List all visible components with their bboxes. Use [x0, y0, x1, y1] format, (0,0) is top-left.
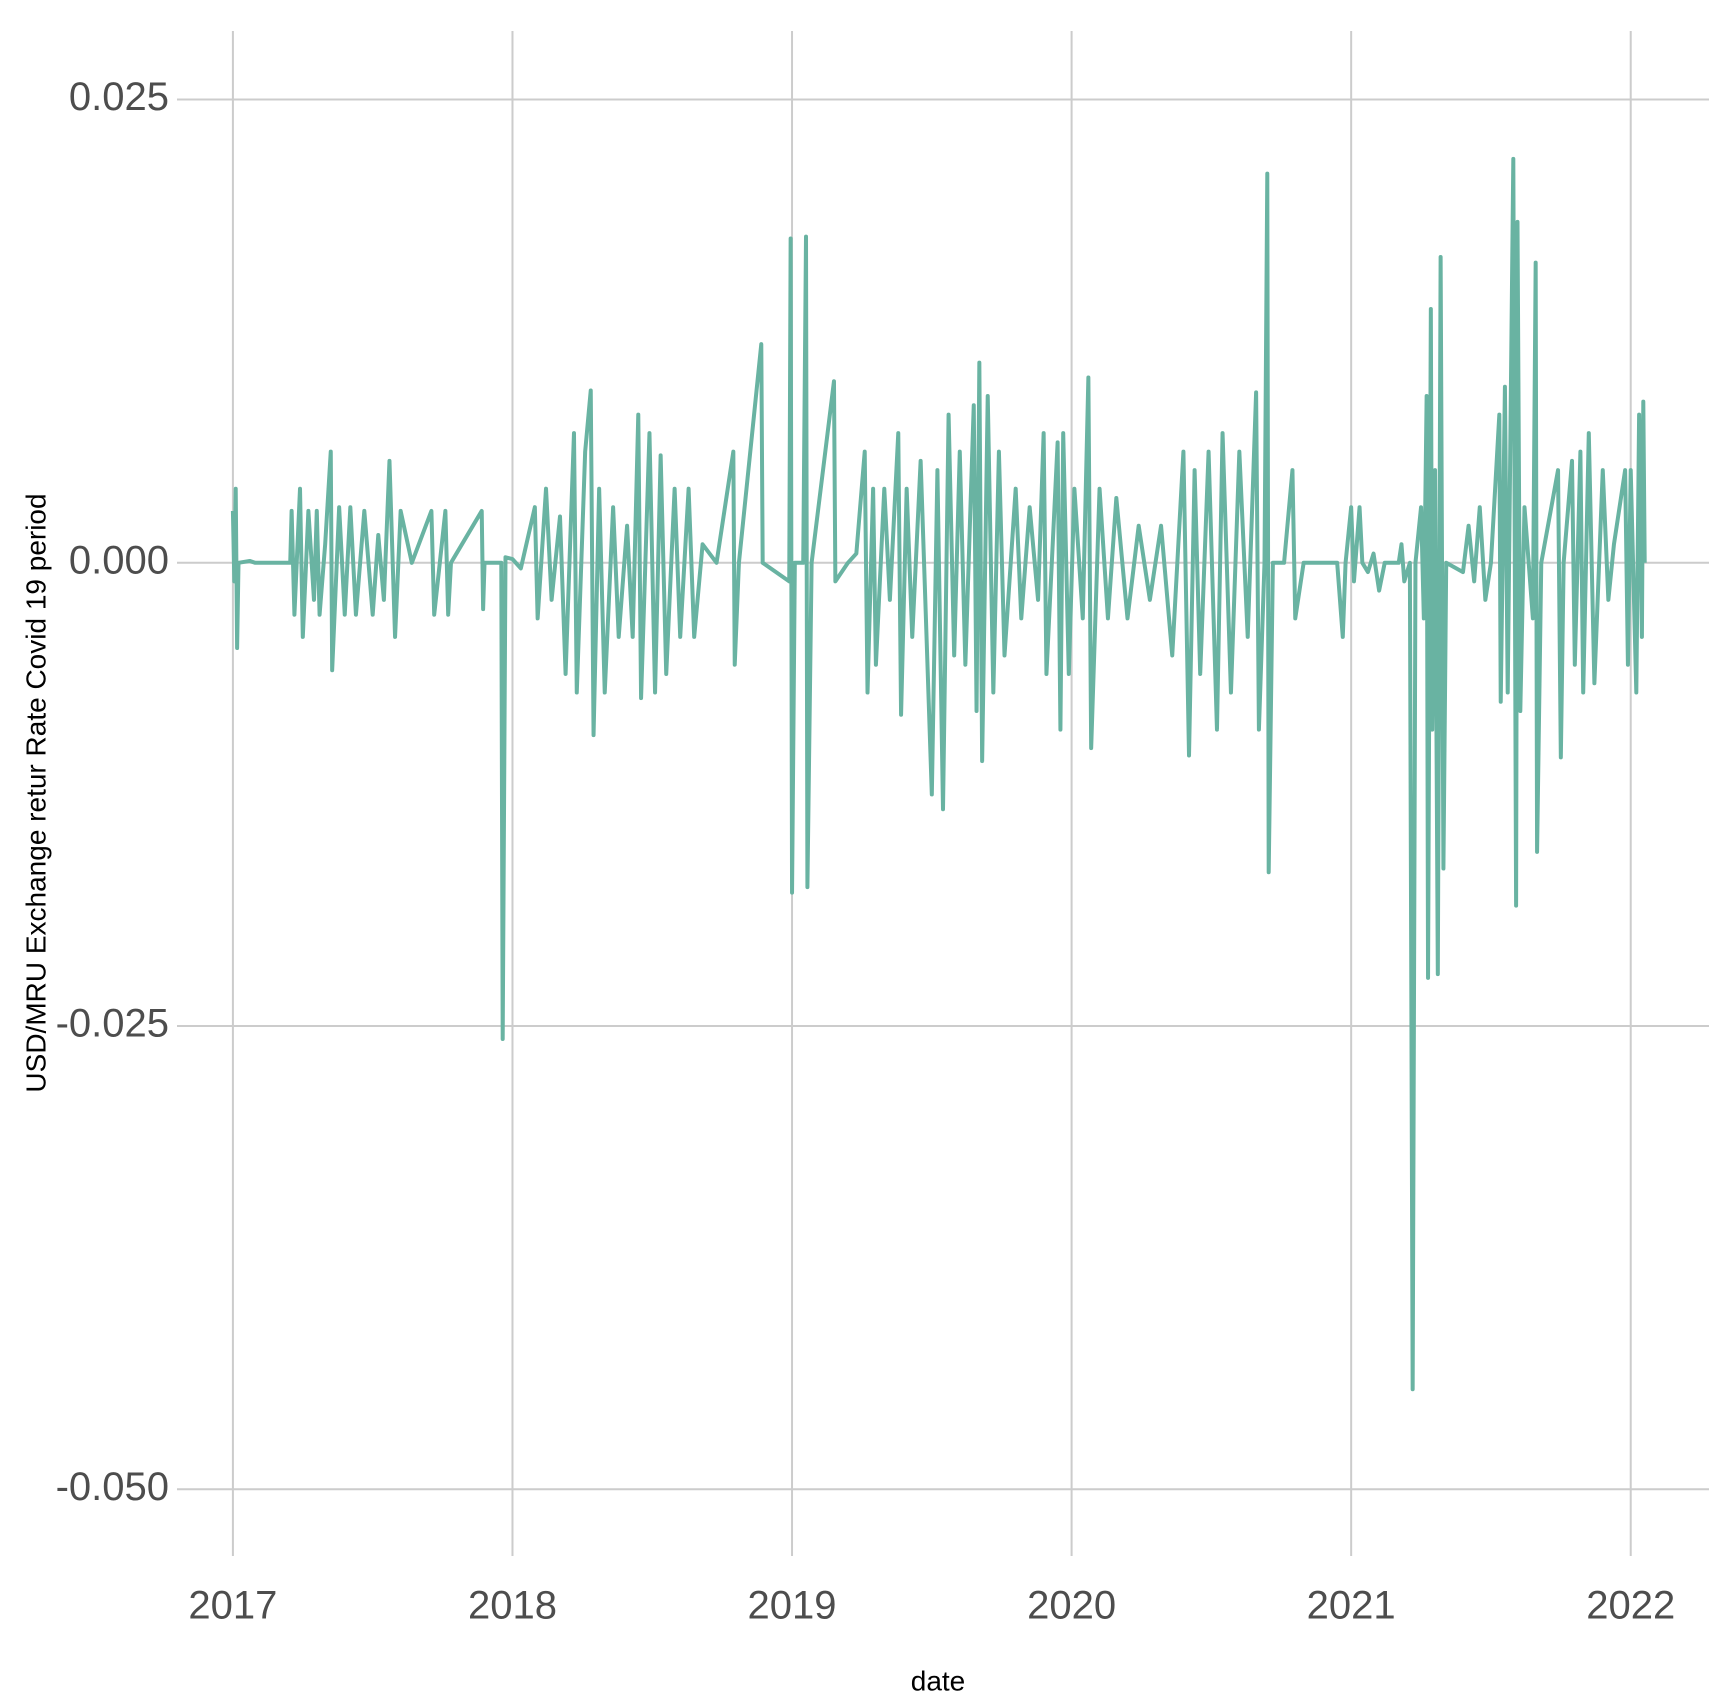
x-tick-label: 2017: [188, 1584, 277, 1628]
y-tick-label: -0.025: [56, 1002, 169, 1046]
y-tick-label: 0.025: [69, 75, 169, 119]
x-tick-label: 2021: [1307, 1584, 1396, 1628]
x-tick-label: 2018: [468, 1584, 557, 1628]
x-axis-title: date: [911, 1665, 966, 1696]
y-axis-title: USD/MRU Exchange retur Rate Covid 19 per…: [20, 493, 51, 1092]
x-tick-label: 2022: [1586, 1584, 1675, 1628]
x-tick-label: 2019: [748, 1584, 837, 1628]
data-line: [230, 156, 1647, 1392]
y-tick-label: 0.000: [69, 538, 169, 582]
x-tick-label: 2020: [1027, 1584, 1116, 1628]
y-tick-label: -0.050: [56, 1465, 169, 1509]
